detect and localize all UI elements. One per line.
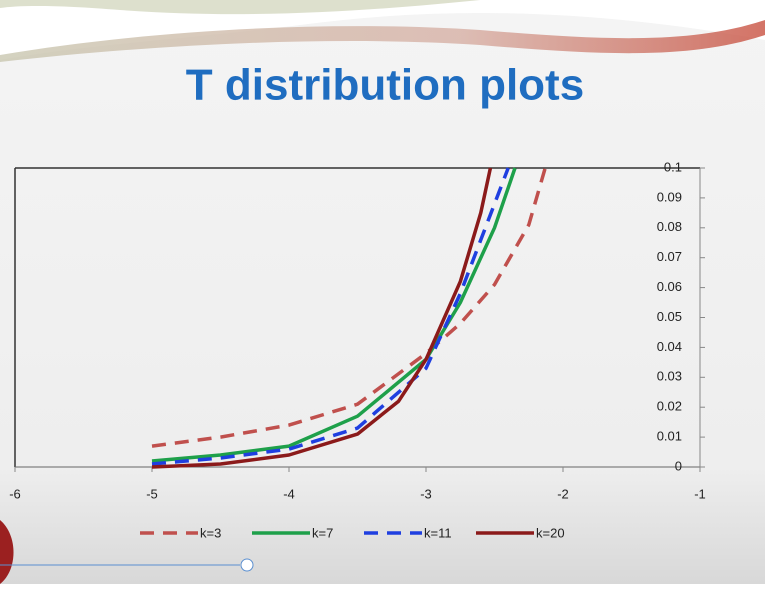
y-tick-label: 0.06 <box>657 279 682 294</box>
y-tick-label: 0.08 <box>657 219 682 234</box>
slide: T distribution plots k=3 k=7 k=11 k=20 0 0.0… <box>0 0 765 584</box>
x-tick-label: -3 <box>420 486 432 501</box>
y-tick-label: 0.1 <box>664 159 682 174</box>
x-tick-label: -6 <box>9 486 21 501</box>
legend-label: k=3 <box>200 525 221 540</box>
page: {"chart_data": {"type": "line", "title":… <box>0 0 765 584</box>
y-tick-label: 0.02 <box>657 399 682 414</box>
x-tick-label: -4 <box>283 486 295 501</box>
y-tick-label: 0.07 <box>657 249 682 264</box>
x-tick-label: -5 <box>146 486 158 501</box>
legend-label: k=20 <box>536 525 565 540</box>
slide-title: T distribution plots <box>186 61 584 110</box>
x-tick-label: -1 <box>694 486 706 501</box>
y-tick-label: 0.09 <box>657 189 682 204</box>
x-tick-label: -2 <box>557 486 569 501</box>
y-tick-label: 0.05 <box>657 309 682 324</box>
progress-knob[interactable] <box>241 559 253 571</box>
y-tick-label: 0 <box>675 458 682 473</box>
legend-label: k=11 <box>424 525 452 540</box>
y-tick-label: 0.01 <box>657 429 682 444</box>
legend-label: k=7 <box>312 525 333 540</box>
y-tick-label: 0.03 <box>657 369 682 384</box>
y-tick-label: 0.04 <box>657 339 682 354</box>
